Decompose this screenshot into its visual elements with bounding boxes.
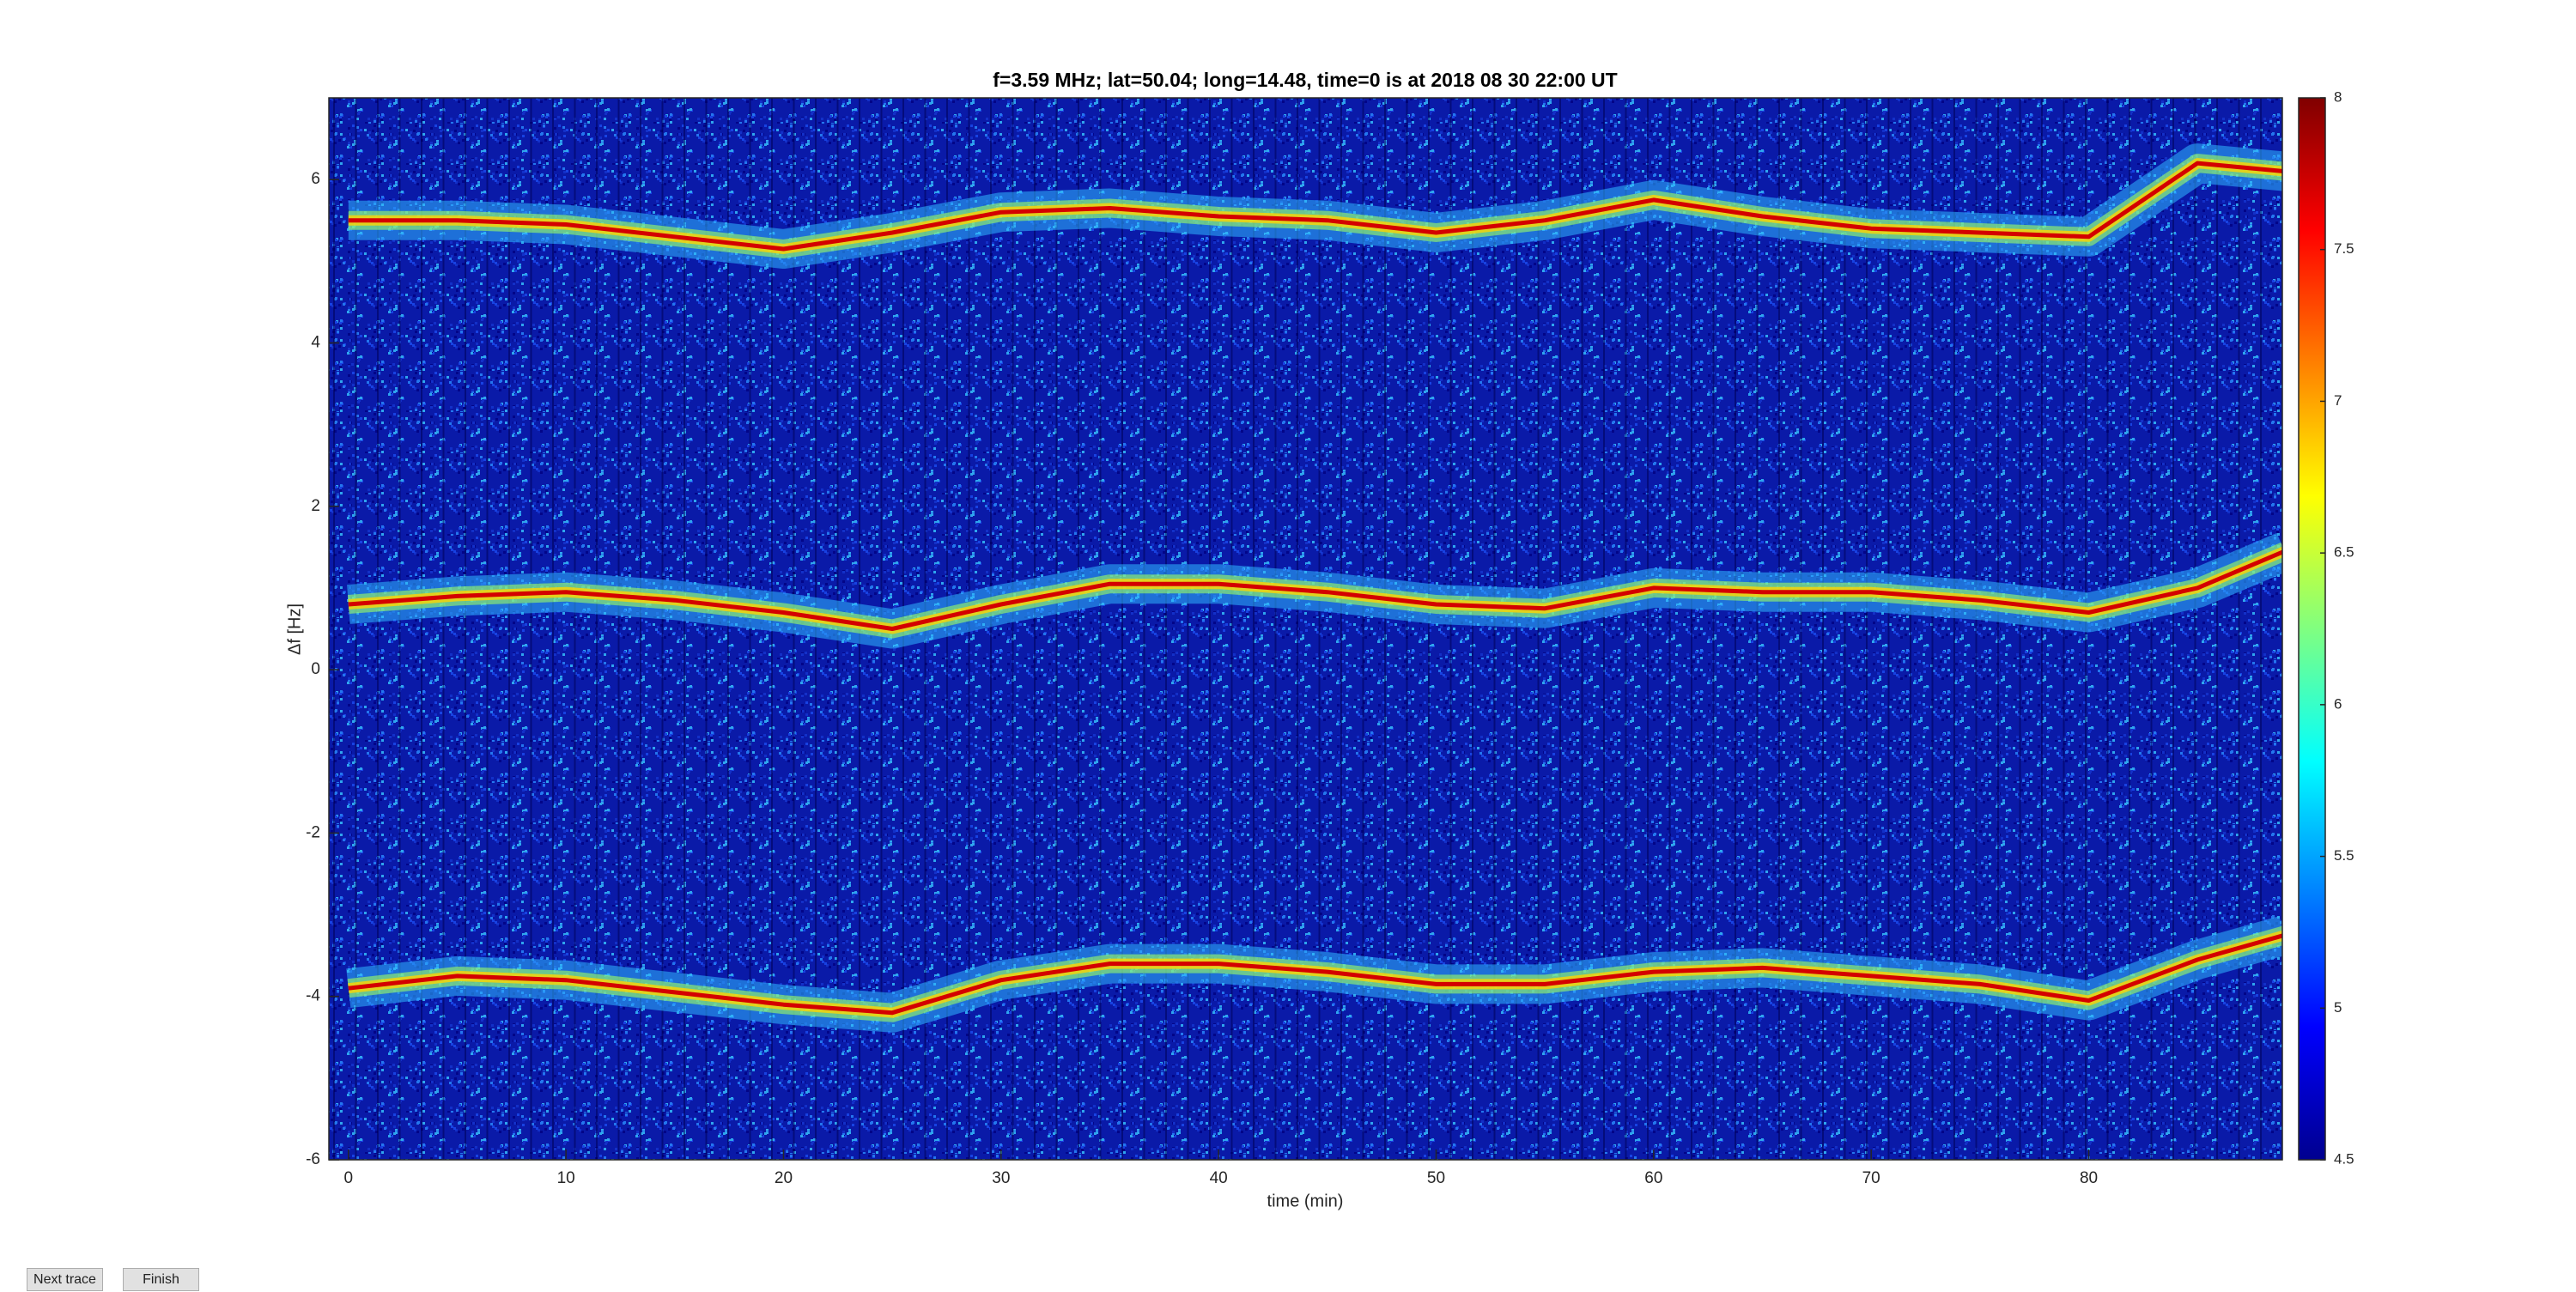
y-tick-label: -6 xyxy=(306,1150,320,1168)
figure: f=3.59 MHz; lat=50.04; long=14.48, time=… xyxy=(285,69,2354,1210)
x-tick-label: 80 xyxy=(2080,1169,2098,1187)
colorbar-tick-label: 5 xyxy=(2334,999,2342,1016)
y-tick-label: 0 xyxy=(311,660,320,678)
plot-frame xyxy=(328,97,2283,1161)
x-tick-label: 60 xyxy=(1644,1169,1662,1187)
x-axis-label: time (min) xyxy=(1267,1192,1344,1210)
x-tick-label: 50 xyxy=(1427,1169,1445,1187)
y-tick-label: 2 xyxy=(311,497,320,515)
colorbar-tick-label: 7 xyxy=(2334,392,2342,409)
colorbar-tick-label: 7.5 xyxy=(2334,240,2354,257)
colorbar-tick-label: 4.5 xyxy=(2334,1150,2354,1167)
traces xyxy=(346,143,2282,1033)
trace-line xyxy=(348,161,2282,252)
x-tick-label: 30 xyxy=(992,1169,1010,1187)
x-tick-label: 10 xyxy=(557,1169,575,1187)
finish-button[interactable]: Finish xyxy=(123,1268,199,1291)
x-tick-label: 40 xyxy=(1210,1169,1228,1187)
x-tick-label: 0 xyxy=(344,1169,354,1187)
chart-title: f=3.59 MHz; lat=50.04; long=14.48, time=… xyxy=(993,69,1617,91)
colorbar xyxy=(2298,97,2326,1161)
trace-line xyxy=(348,549,2282,631)
x-tick-label: 20 xyxy=(775,1169,793,1187)
colorbar-tick-label: 6.5 xyxy=(2334,544,2354,561)
colorbar-tick-label: 8 xyxy=(2334,88,2342,105)
y-axis-label: Δf [Hz] xyxy=(285,604,304,655)
x-tick-label: 70 xyxy=(1862,1169,1880,1187)
y-tick-label: 6 xyxy=(311,170,320,188)
colorbar-tick-label: 6 xyxy=(2334,695,2342,712)
trace-line xyxy=(348,933,2282,1016)
colorbar-tick-label: 5.5 xyxy=(2334,847,2354,864)
y-tick-label: -2 xyxy=(306,823,320,841)
y-tick-label: -4 xyxy=(306,987,320,1005)
y-tick-label: 4 xyxy=(311,333,320,351)
next-trace-button[interactable]: Next trace xyxy=(27,1268,103,1291)
